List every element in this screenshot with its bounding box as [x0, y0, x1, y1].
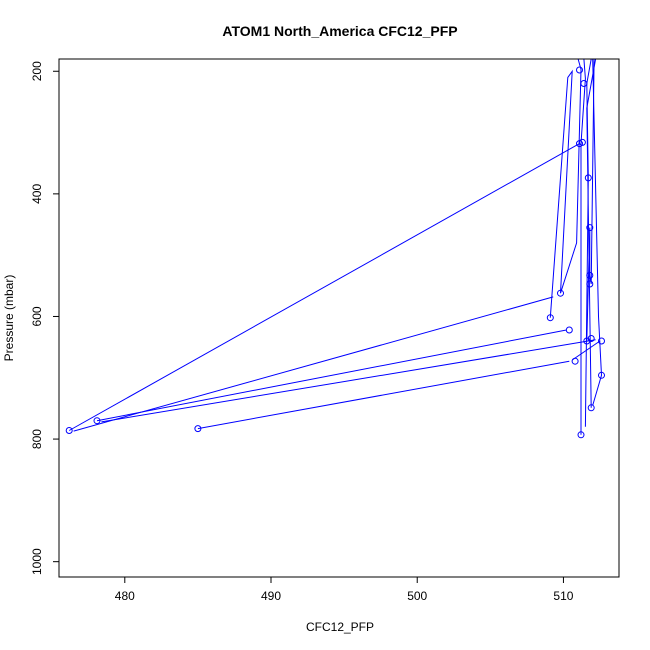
series-line — [101, 339, 596, 423]
y-axis-label: Pressure (mbar) — [2, 275, 16, 362]
data-point — [565, 326, 573, 334]
data-point — [194, 425, 202, 433]
plot-frame — [58, 58, 620, 578]
series-line — [549, 59, 582, 318]
y-tick-label: 800 — [30, 429, 44, 449]
x-tick-label: 500 — [407, 589, 427, 603]
data-point — [65, 427, 73, 434]
series-line — [73, 296, 554, 432]
x-axis: 480 490 500 510 — [115, 577, 574, 603]
data-point — [586, 224, 594, 232]
series-line — [197, 360, 570, 430]
series-line — [68, 143, 580, 431]
data-point — [586, 271, 594, 279]
data-point — [587, 335, 595, 342]
data-point — [557, 289, 564, 297]
series-line — [96, 329, 567, 422]
x-tick-label: 490 — [261, 589, 281, 603]
x-axis-label: CFC12_PFP — [306, 620, 374, 634]
data-point — [578, 138, 586, 146]
data-layer — [65, 59, 605, 439]
series-line — [571, 340, 601, 361]
data-point — [546, 314, 554, 322]
y-axis: 200 400 600 800 1000 — [30, 61, 59, 575]
data-point — [598, 371, 605, 379]
series-line — [580, 59, 586, 435]
data-point — [577, 431, 585, 439]
data-point — [584, 174, 592, 182]
series-line — [592, 59, 603, 406]
x-tick-label: 510 — [553, 589, 573, 603]
data-point — [586, 280, 594, 288]
x-tick-label: 480 — [115, 589, 135, 603]
data-point — [576, 66, 583, 74]
chart-title: ATOM1 North_America CFC12_PFP — [222, 23, 457, 39]
y-tick-label: 400 — [30, 184, 44, 204]
y-tick-label: 1000 — [30, 548, 44, 575]
data-point — [598, 337, 605, 345]
data-point — [587, 404, 595, 412]
data-point — [571, 357, 579, 365]
y-tick-label: 600 — [30, 306, 44, 326]
data-point — [93, 417, 101, 425]
data-point — [580, 80, 588, 87]
y-tick-label: 200 — [30, 61, 44, 81]
